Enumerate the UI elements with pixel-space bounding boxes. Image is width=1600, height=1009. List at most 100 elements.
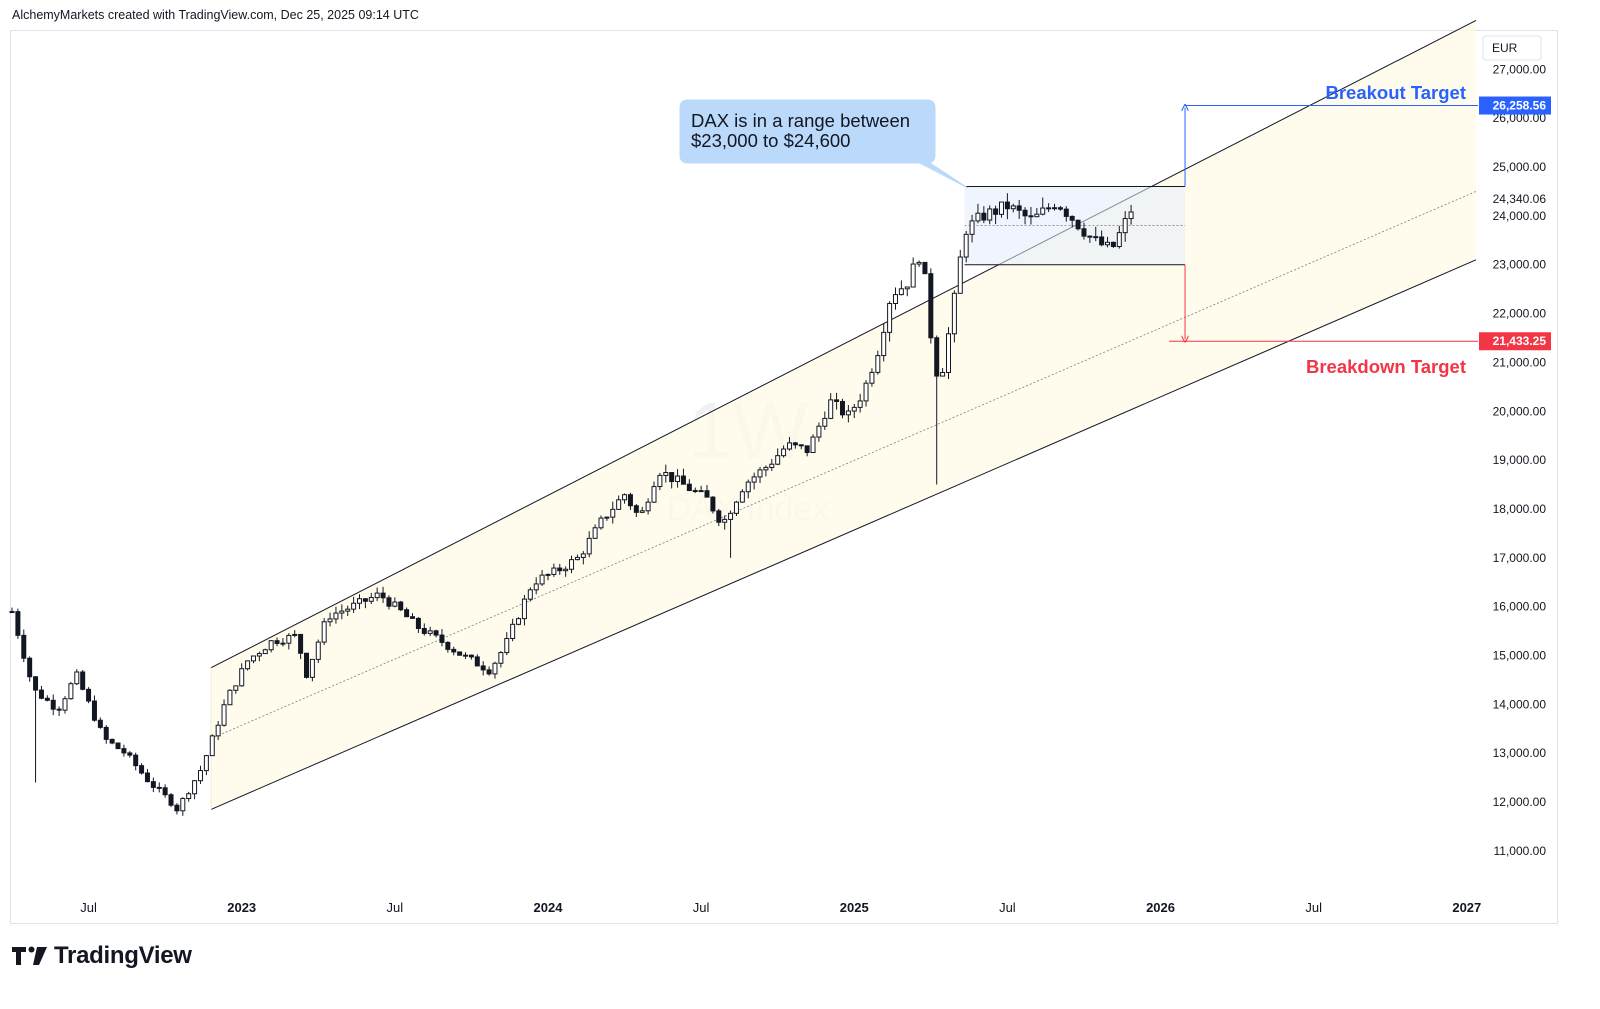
candle [457,651,463,656]
candle [610,501,616,524]
candle-body [262,649,268,655]
candle-body [492,662,498,675]
candle-body [563,568,569,572]
candle-body [392,601,398,607]
candle [1099,230,1105,247]
candle-body [610,508,616,518]
candle-body [386,597,392,607]
candle [733,500,739,516]
candle-body [639,510,645,513]
candle-body [333,612,339,620]
candle [339,604,345,620]
candle [881,323,887,362]
candle [928,268,934,344]
x-tick-label: Jul [80,900,97,915]
y-tick-label: 15,000.00 [1493,649,1547,663]
candle-body [174,804,180,812]
tradingview-logo[interactable]: TradingView [12,942,192,970]
candle [468,654,474,660]
candle-body [1010,205,1016,210]
candle [957,249,963,294]
y-tick-label: 27,000.00 [1493,62,1547,76]
candle-body [9,611,15,614]
candle-body [1081,228,1087,237]
candle [616,495,622,510]
candle [604,516,610,521]
candle-body [663,472,669,476]
candle-body [1116,232,1122,248]
candle-body [121,748,127,754]
candle-body [74,671,80,685]
candle-body [527,589,533,600]
candle-body [733,501,739,514]
candle-body [592,527,598,539]
candle-body [227,689,233,706]
range-box[interactable] [964,186,1186,266]
channel-upper-line[interactable] [210,20,1477,669]
candle [498,651,504,668]
candle-body [957,256,963,294]
candle-body [345,608,351,612]
candle [97,717,103,729]
candle-body [156,786,162,789]
candle-body [875,355,881,373]
candle-body [457,651,463,656]
candle [209,734,215,757]
channel-mid-line[interactable] [210,191,1477,739]
candle [975,203,981,224]
y-axis[interactable]: 27,000.00 26,000.00 25,000.00 24,000.00 23,0… [1493,62,1547,858]
candle-body [374,592,380,599]
candle-body [233,685,239,691]
candle [521,594,527,626]
candle [44,695,50,702]
x-axis[interactable]: Jul 2023 Jul 2024 Jul 2025 Jul 2026 Jul 2027 [80,900,1481,915]
candle [510,618,516,642]
candle [68,681,74,700]
candle [215,721,221,741]
candle [303,652,309,679]
candle-body [539,574,545,585]
y-tick-label: 18,000.00 [1493,502,1547,516]
channel-lower-line[interactable] [210,259,1477,810]
annotation-callout[interactable]: DAX is in a range between $23,000 to $24… [679,99,969,189]
y-tick-label: 16,000.00 [1493,600,1547,614]
candle [115,742,121,750]
candle [192,780,198,800]
candle [757,466,763,484]
candle [1128,204,1134,225]
candle-body [1128,211,1134,220]
candle-body [798,444,804,447]
candle [80,669,86,691]
candle-body [857,400,863,408]
candle-body [551,567,557,575]
chart-frame[interactable] [10,30,1558,924]
candle [834,392,840,410]
candle [1093,226,1099,242]
candle-body [669,472,675,483]
candle [162,784,168,798]
candle-body [1122,218,1128,234]
candle [345,605,351,617]
candle-body [1105,241,1111,246]
candle-body [651,486,657,503]
breakout-target-label: Breakout Target [1326,82,1467,103]
candle-body [987,208,993,221]
candle [327,612,333,627]
target-projections[interactable] [1169,106,1478,342]
candle [922,261,928,275]
candle-body [327,618,333,623]
candle [245,660,251,671]
candle-body [792,442,798,446]
candle [1122,211,1128,242]
candle [934,335,940,485]
candle-body [863,382,869,402]
currency-button[interactable]: EUR [1482,35,1542,61]
candle-body [33,676,39,691]
candle [633,504,639,517]
candle-body [1069,215,1075,221]
candle [539,569,545,586]
candle [50,694,56,716]
candle-body [993,208,999,215]
candle-body [845,410,851,416]
